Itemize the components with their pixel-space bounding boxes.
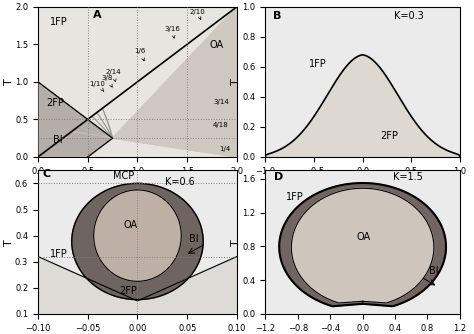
Polygon shape (38, 257, 237, 314)
Text: D: D (273, 172, 283, 182)
Text: C: C (43, 169, 51, 179)
Text: 2FP: 2FP (380, 131, 398, 141)
X-axis label: K: K (134, 177, 141, 187)
Polygon shape (38, 7, 237, 157)
Text: B: B (273, 11, 282, 21)
Text: 1FP: 1FP (309, 59, 327, 69)
Text: 2/10: 2/10 (189, 9, 205, 19)
Polygon shape (265, 55, 460, 157)
Text: 3/14: 3/14 (213, 100, 229, 105)
Text: 2FP: 2FP (119, 286, 137, 296)
Text: K=0.3: K=0.3 (394, 11, 423, 21)
Text: 1/10: 1/10 (90, 80, 106, 92)
Text: OA: OA (209, 40, 223, 50)
Polygon shape (38, 7, 237, 157)
Polygon shape (113, 7, 237, 157)
Polygon shape (113, 7, 237, 157)
Y-axis label: T: T (4, 239, 14, 245)
Text: A: A (92, 10, 101, 20)
Text: BI: BI (429, 266, 438, 276)
Text: OA: OA (124, 220, 137, 230)
Y-axis label: T: T (231, 239, 241, 245)
X-axis label: H: H (358, 177, 367, 187)
Text: 3/8: 3/8 (101, 75, 113, 87)
Text: OA: OA (356, 231, 370, 241)
Polygon shape (72, 183, 203, 300)
Text: 4/18: 4/18 (213, 122, 229, 128)
Polygon shape (94, 190, 181, 281)
Text: 1/6: 1/6 (135, 48, 146, 61)
Text: 2/14: 2/14 (106, 69, 121, 82)
Text: K=1.5: K=1.5 (393, 172, 423, 182)
Text: MCP: MCP (112, 171, 134, 181)
Text: BI: BI (53, 136, 63, 145)
Text: 2FP: 2FP (46, 98, 64, 108)
Text: 1/4: 1/4 (219, 146, 230, 152)
Y-axis label: T: T (4, 78, 14, 85)
Polygon shape (279, 183, 446, 306)
Text: 1FP: 1FP (50, 248, 68, 259)
Text: BI: BI (189, 234, 199, 244)
Y-axis label: T: T (231, 78, 241, 85)
Text: 1FP: 1FP (50, 17, 68, 27)
Text: K=0.6: K=0.6 (165, 177, 195, 187)
Text: 1FP: 1FP (286, 192, 303, 202)
Polygon shape (292, 188, 434, 303)
Polygon shape (38, 82, 113, 157)
Text: 3/16: 3/16 (164, 26, 180, 38)
